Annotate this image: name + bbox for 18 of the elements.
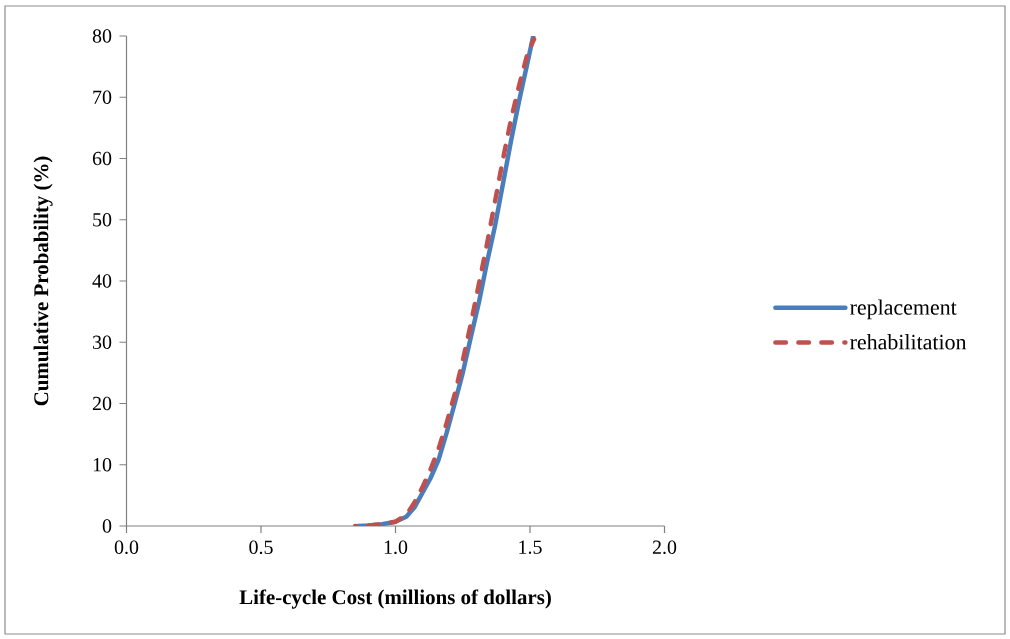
y-tick-label: 20 [92, 396, 112, 411]
y-tick-label: 0 [102, 519, 112, 533]
legend-label: replacement [850, 299, 957, 320]
y-tick-label: 80 [92, 29, 112, 43]
x-tick-label: 1.5 [519, 540, 542, 554]
x-tick-label: 2.0 [652, 540, 677, 555]
legend-label: rehabilitation [850, 334, 967, 350]
y-tick-label: 60 [92, 151, 112, 166]
y-tick-label: 70 [93, 90, 112, 104]
y-tick-label: 30 [93, 335, 112, 349]
x-axis-title: Life-cycle Cost (millions of dollars) [239, 589, 551, 609]
y-axis-title: Cumulative Probability (%) [33, 156, 53, 406]
y-tick-label: 40 [92, 274, 112, 288]
x-tick-label: 1.0 [384, 540, 408, 555]
x-tick-label: 0.5 [249, 540, 273, 555]
y-tick-label: 10 [93, 458, 112, 472]
x-tick-label: 0.0 [114, 540, 139, 555]
y-tick-label: 50 [93, 213, 112, 227]
